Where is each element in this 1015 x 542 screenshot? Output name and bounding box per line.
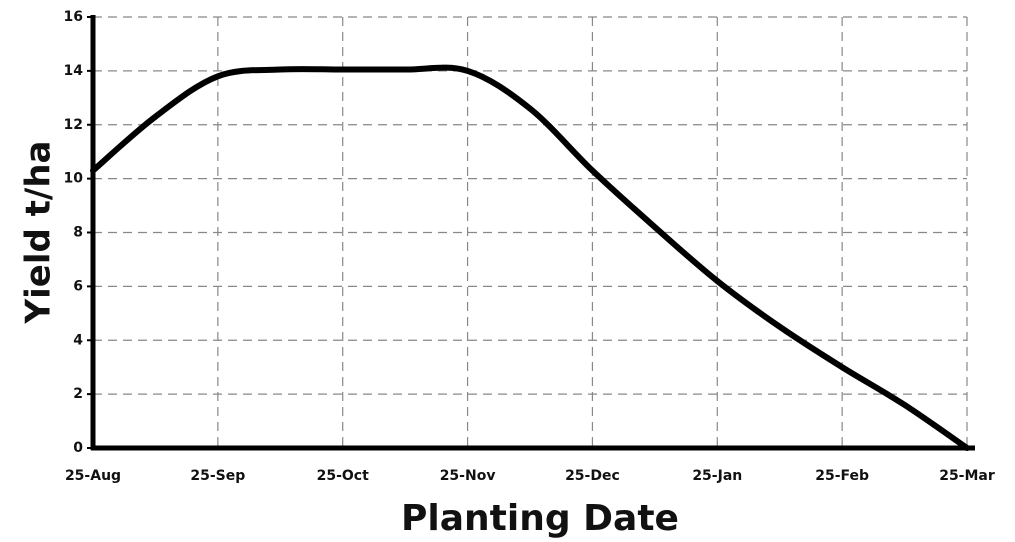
x-tick-label: 25-Feb	[815, 468, 869, 484]
x-tick-label: 25-Nov	[440, 468, 496, 484]
y-tick-label: 16	[64, 9, 83, 25]
x-tick-label: 25-Aug	[65, 468, 121, 484]
x-tick-label: 25-Dec	[565, 468, 620, 484]
line-series	[90, 64, 970, 451]
x-tick-label: 25-Jan	[692, 468, 742, 484]
y-tick-label: 10	[64, 171, 84, 187]
x-axis-label: Planting Date	[401, 498, 679, 539]
y-tick-label: 6	[73, 278, 83, 294]
y-tick-label: 14	[64, 63, 84, 79]
x-tick-label: 25-Sep	[190, 468, 245, 484]
y-tick-label: 2	[73, 386, 83, 402]
y-tick-label: 12	[64, 117, 83, 133]
y-tick-label: 4	[73, 332, 83, 348]
y-axis-label: Yield t/ha	[19, 141, 59, 325]
y-tick-label: 0	[73, 440, 83, 456]
x-tick-label: 25-Mar	[939, 468, 995, 484]
x-tick-label: 25-Oct	[317, 468, 369, 484]
y-tick-label: 8	[73, 225, 83, 241]
